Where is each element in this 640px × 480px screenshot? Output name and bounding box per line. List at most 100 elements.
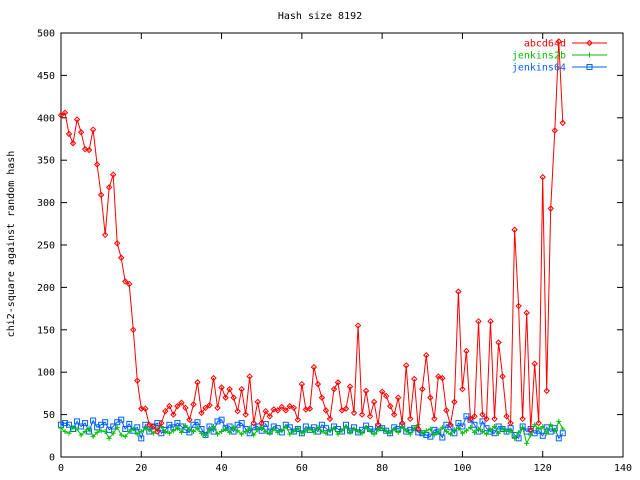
- data-point: [194, 379, 201, 386]
- data-point: [443, 407, 450, 414]
- data-point: [471, 421, 478, 428]
- data-point: [427, 394, 434, 401]
- data-point: [81, 145, 89, 153]
- data-point: [455, 288, 462, 295]
- data-point: [299, 430, 305, 436]
- data-point: [427, 433, 434, 440]
- x-tick-label: 100: [453, 463, 471, 474]
- data-point: [488, 427, 494, 433]
- data-point: [483, 415, 490, 423]
- data-point: [519, 415, 526, 423]
- data-point: [504, 429, 510, 435]
- legend-label: abcd64d: [524, 39, 566, 50]
- data-point: [415, 429, 422, 436]
- data-point: [238, 420, 245, 427]
- data-point: [246, 373, 253, 380]
- y-tick-label: 100: [37, 368, 55, 379]
- data-point: [62, 429, 68, 435]
- data-point: [178, 429, 184, 435]
- data-point: [234, 408, 241, 415]
- data-point: [343, 423, 349, 429]
- data-point: [327, 427, 333, 433]
- data-point: [399, 419, 406, 427]
- y-tick-label: 400: [37, 113, 55, 124]
- data-point: [511, 226, 518, 233]
- data-point: [162, 429, 168, 435]
- data-point: [358, 411, 366, 418]
- y-tick-label: 450: [37, 71, 55, 82]
- data-point: [479, 411, 486, 418]
- data-point: [455, 420, 462, 427]
- x-tick-label: 20: [135, 463, 147, 474]
- data-point: [334, 379, 342, 386]
- data-point: [451, 427, 457, 433]
- data-point: [423, 428, 429, 434]
- data-point: [363, 424, 369, 430]
- data-point: [274, 407, 281, 414]
- data-point: [531, 360, 538, 367]
- data-point: [407, 431, 413, 437]
- data-point: [315, 424, 321, 430]
- data-point: [495, 339, 502, 346]
- data-point: [471, 413, 478, 420]
- data-point: [89, 126, 97, 133]
- data-point: [219, 429, 225, 435]
- data-point: [487, 318, 494, 325]
- data-point: [480, 429, 485, 435]
- data-point: [354, 322, 362, 329]
- data-point: [90, 434, 96, 440]
- data-point: [539, 173, 546, 181]
- data-point: [218, 416, 225, 423]
- data-point: [338, 407, 346, 414]
- data-point: [134, 431, 140, 437]
- data-point: [586, 64, 593, 70]
- data-point: [347, 429, 353, 435]
- data-point: [520, 424, 526, 430]
- x-tick-label: 80: [376, 463, 388, 474]
- data-point: [291, 429, 297, 435]
- data-point: [536, 426, 542, 432]
- data-point: [290, 404, 298, 412]
- data-point: [278, 403, 285, 411]
- data-point: [94, 429, 100, 435]
- data-point: [283, 423, 289, 429]
- data-point: [178, 423, 185, 430]
- data-point: [375, 427, 381, 433]
- data-point: [362, 387, 370, 395]
- data-point: [515, 302, 522, 310]
- data-point: [524, 440, 530, 446]
- data-point: [431, 432, 437, 438]
- data-point: [199, 430, 204, 436]
- data-point: [226, 423, 233, 430]
- data-point: [174, 420, 181, 427]
- data-point: [202, 404, 209, 412]
- data-point: [342, 405, 350, 412]
- data-point: [78, 423, 85, 430]
- data-point: [235, 428, 241, 434]
- data-point: [310, 363, 318, 371]
- data-point: [170, 411, 177, 418]
- data-point: [126, 429, 132, 435]
- data-point: [552, 429, 558, 435]
- data-point: [399, 423, 405, 429]
- data-point: [496, 430, 502, 436]
- data-point: [500, 425, 506, 431]
- x-tick-label: 140: [614, 463, 632, 474]
- data-point: [378, 388, 386, 395]
- data-point: [109, 171, 117, 178]
- data-point: [85, 146, 93, 154]
- data-point: [110, 430, 116, 436]
- data-point: [435, 373, 442, 380]
- data-point: [403, 428, 409, 434]
- data-point: [266, 413, 273, 420]
- data-point: [214, 418, 221, 425]
- data-point: [66, 430, 72, 436]
- data-point: [379, 425, 385, 431]
- data-point: [319, 429, 325, 435]
- data-point: [339, 428, 345, 434]
- data-point: [318, 394, 326, 401]
- data-point: [512, 435, 518, 441]
- data-point: [359, 430, 365, 436]
- data-point: [215, 431, 221, 437]
